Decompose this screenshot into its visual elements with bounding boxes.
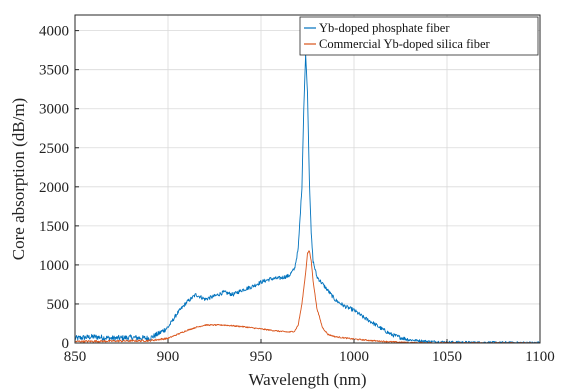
y-tick-label: 500 [47,297,70,313]
y-tick-label: 2000 [39,180,69,196]
y-tick-label: 3000 [39,102,69,118]
legend: Yb-doped phosphate fiber Commercial Yb-d… [299,16,539,56]
plot-frame [74,14,541,344]
y-tick-label: 0 [62,336,70,352]
y-tick-label: 1000 [39,258,69,274]
x-tick-label: 950 [250,349,273,365]
y-axis-ticks: 0 500 1000 1500 2000 2500 3000 3500 4000 [39,24,79,352]
x-axis-ticks: 850 900 950 1000 1050 1100 [64,339,555,365]
x-tick-label: 1050 [432,349,462,365]
x-tick-label: 1100 [525,349,554,365]
x-tick-label: 850 [64,349,87,365]
y-tick-label: 1500 [39,219,69,235]
y-tick-label: 4000 [39,24,69,40]
legend-box [299,16,539,56]
series-lines [74,53,541,344]
x-axis-label: Wavelength (nm) [248,370,366,389]
x-tick-label: 900 [157,349,180,365]
y-axis-label: Core absorption (dB/m) [9,98,28,260]
grid-lines [74,15,541,344]
y-tick-label: 2500 [39,141,69,157]
legend-label-silica: Commercial Yb-doped silica fiber [319,37,490,51]
legend-label-phosphate: Yb-doped phosphate fiber [319,21,450,35]
series-line-phosphate [74,53,541,344]
x-tick-label: 1000 [339,349,369,365]
y-tick-label: 3500 [39,63,69,79]
